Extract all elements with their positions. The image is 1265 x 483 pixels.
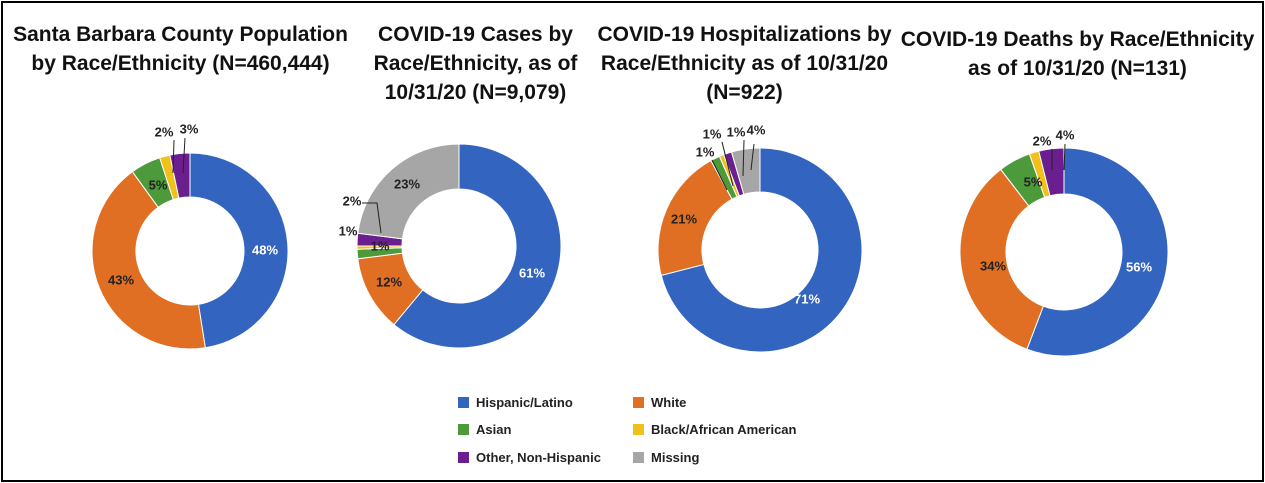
- data-label-other-non-hispanic: 4%: [1056, 127, 1075, 142]
- data-label-black-african-american: 1%: [339, 223, 358, 238]
- data-label-other-non-hispanic: 1%: [727, 124, 746, 139]
- leader-line: [750, 143, 755, 171]
- legend-label: Asian: [476, 421, 512, 437]
- leader-line: [721, 141, 734, 187]
- legend-swatch: [458, 396, 469, 408]
- leader-line: [182, 137, 186, 174]
- legend-item-white: White: [633, 394, 686, 410]
- leader-line: [172, 139, 175, 174]
- chart-4-title: COVID-19 Deaths by Race/Ethnicity as of …: [900, 28, 1255, 80]
- legend-swatch: [633, 396, 644, 408]
- donut-chart-1: 48% 43% 5% 2% 3%: [91, 121, 289, 350]
- legend-swatch: [633, 451, 644, 463]
- legend-label: White: [651, 394, 687, 410]
- slice-hispanic-latino: [393, 143, 562, 349]
- donut-chart-2: 61% 12% 1% 1% 2% 23%: [339, 143, 562, 349]
- slice-hispanic-latino: [189, 152, 289, 349]
- legend-item-other-non-hispanic: Other, Non-Hispanic: [458, 449, 601, 465]
- data-label-asian: 5%: [149, 177, 168, 192]
- data-label-asian: 5%: [1024, 174, 1043, 189]
- data-label-white: 21%: [671, 211, 697, 226]
- data-label-other-non-hispanic: 3%: [180, 121, 199, 136]
- legend-item-missing: Missing: [633, 449, 699, 465]
- data-label-black-african-american: 1%: [703, 126, 722, 141]
- data-label-asian: 1%: [696, 144, 715, 159]
- legend-label: Black/African American: [651, 421, 797, 437]
- data-label-missing: 4%: [747, 122, 766, 137]
- legend-item-asian: Asian: [458, 421, 511, 437]
- legend-swatch: [458, 451, 469, 463]
- data-label-hispanic-latino: 71%: [794, 291, 820, 306]
- slice-missing: [357, 143, 460, 240]
- data-label-white: 12%: [376, 274, 402, 289]
- slice-other-non-hispanic: [169, 152, 191, 199]
- slice-hispanic-latino: [660, 147, 863, 353]
- data-label-hispanic-latino: 56%: [1126, 259, 1152, 274]
- legend-label: Missing: [651, 449, 700, 465]
- chart-1-title: Santa Barbara County Population by Race/…: [13, 23, 348, 75]
- slice-missing: [730, 147, 761, 195]
- data-label-asian: 1%: [371, 238, 390, 253]
- slice-white: [959, 168, 1044, 350]
- data-label-missing: 23%: [394, 176, 420, 191]
- data-label-hispanic-latino: 61%: [519, 265, 545, 280]
- leader-line: [362, 202, 382, 234]
- data-label-black-african-american: 2%: [1033, 133, 1052, 148]
- leader-line: [711, 159, 728, 191]
- slice-other-non-hispanic: [1038, 147, 1065, 197]
- legend-swatch: [458, 423, 469, 435]
- donut-chart-4: 56% 34% 5% 2% 4%: [959, 127, 1169, 357]
- leader-line: [742, 139, 745, 177]
- data-label-black-african-american: 2%: [155, 124, 174, 139]
- legend-swatch: [633, 423, 644, 435]
- data-label-white: 34%: [980, 258, 1006, 273]
- chart-2-title: COVID-19 Cases by Race/Ethnicity, as of …: [373, 23, 578, 104]
- data-label-white: 43%: [108, 272, 134, 287]
- legend-item-black-african-american: Black/African American: [633, 421, 796, 437]
- data-label-other-non-hispanic: 2%: [343, 193, 362, 208]
- donut-chart-3: 71%21%1%1% 1% 4%: [657, 122, 863, 353]
- chart-3-title: COVID-19 Hospitalizations by Race/Ethnic…: [597, 23, 892, 104]
- slice-hispanic-latino: [1026, 147, 1169, 357]
- legend-label: Other, Non-Hispanic: [476, 449, 601, 465]
- leader-line: [1063, 143, 1066, 171]
- legend-item-hispanic-latino: Hispanic/Latino: [458, 394, 573, 410]
- data-label-hispanic-latino: 48%: [252, 242, 278, 257]
- slice-white: [91, 171, 206, 350]
- legend-label: Hispanic/Latino: [476, 394, 573, 410]
